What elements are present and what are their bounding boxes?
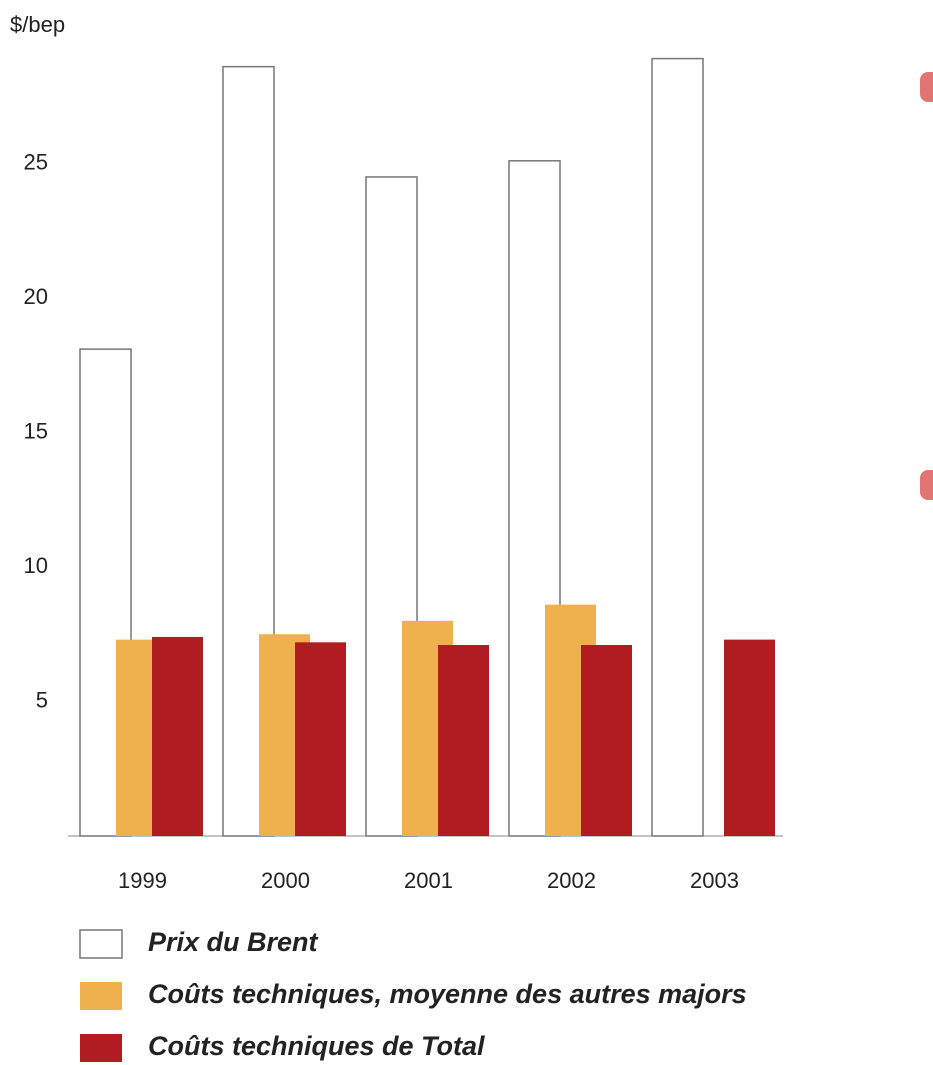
legend-label: Coûts techniques de Total bbox=[148, 1031, 485, 1061]
legend-label: Prix du Brent bbox=[148, 927, 319, 957]
y-tick-label: 15 bbox=[24, 418, 48, 443]
x-tick-label: 2000 bbox=[261, 868, 310, 893]
bar bbox=[438, 645, 489, 836]
x-tick-label: 2003 bbox=[690, 868, 739, 893]
y-axis-label: $/bep bbox=[10, 12, 65, 37]
legend-label: Coûts techniques, moyenne des autres maj… bbox=[148, 979, 747, 1009]
decoration bbox=[920, 72, 933, 102]
legend-swatch bbox=[80, 1034, 122, 1062]
bar bbox=[651, 57, 704, 837]
x-tick-label: 1999 bbox=[118, 868, 167, 893]
decoration bbox=[920, 470, 933, 500]
y-tick-label: 20 bbox=[24, 284, 48, 309]
legend-swatch bbox=[79, 929, 123, 959]
y-tick-label: 5 bbox=[36, 687, 48, 712]
bar bbox=[508, 160, 561, 837]
bar bbox=[581, 645, 632, 836]
y-tick-label: 10 bbox=[24, 553, 48, 578]
x-tick-label: 2001 bbox=[404, 868, 453, 893]
bar bbox=[295, 642, 346, 836]
legend-swatch bbox=[80, 982, 122, 1010]
bar bbox=[152, 636, 203, 836]
y-tick-label: 25 bbox=[24, 149, 48, 174]
x-tick-label: 2002 bbox=[547, 868, 596, 893]
bar bbox=[724, 639, 775, 836]
